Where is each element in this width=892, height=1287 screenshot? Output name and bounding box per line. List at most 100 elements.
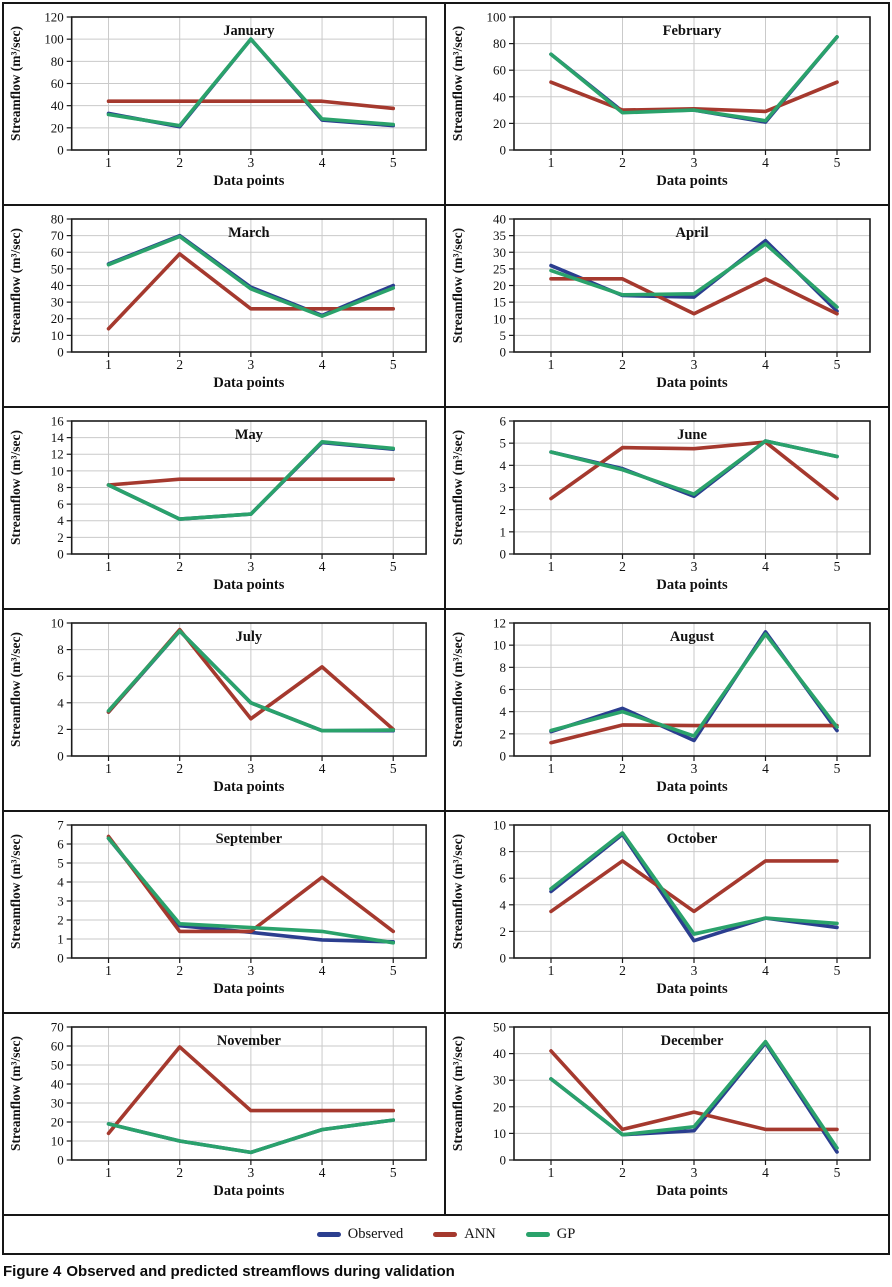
y-tick-label: 100 bbox=[487, 10, 507, 25]
y-tick-label: 8 bbox=[57, 480, 63, 495]
chart-title: September bbox=[216, 831, 283, 847]
x-tick-label: 3 bbox=[248, 963, 255, 978]
y-tick-label: 1 bbox=[57, 931, 63, 946]
y-tick-label: 40 bbox=[51, 1076, 64, 1091]
series-gp bbox=[106, 1118, 396, 1155]
y-tick-label: 0 bbox=[57, 142, 63, 157]
x-tick-label: 2 bbox=[619, 761, 626, 776]
y-tick-label: 2 bbox=[500, 502, 507, 517]
x-tick-label: 1 bbox=[548, 761, 555, 776]
x-tick-label: 2 bbox=[176, 155, 183, 170]
y-tick-label: 80 bbox=[51, 211, 64, 226]
y-tick-label: 30 bbox=[493, 1073, 506, 1088]
chart-september: 0 1 2 3 4 5 6 7 1 2 3 4 5 September Data points Streamf… bbox=[8, 817, 427, 997]
x-tick-label: 1 bbox=[548, 559, 555, 574]
chart-title: May bbox=[235, 427, 264, 443]
chart-cell-december: 0 10 20 30 40 50 1 2 3 4 5 December Data points Strea… bbox=[446, 1014, 888, 1216]
y-tick-label: 0 bbox=[57, 950, 63, 965]
y-axis-label: Streamflow (m³/sec) bbox=[450, 834, 465, 949]
y-tick-label: 0 bbox=[500, 749, 507, 764]
y-tick-label: 5 bbox=[500, 436, 507, 451]
plot-frame bbox=[70, 824, 427, 959]
chart-december: 0 10 20 30 40 50 1 2 3 4 5 December Data points Strea… bbox=[450, 1020, 871, 1199]
x-tick-label: 5 bbox=[834, 1165, 841, 1180]
x-tick-label: 2 bbox=[619, 559, 626, 574]
y-tick-label: 10 bbox=[51, 328, 64, 343]
legend-item-observed: Observed bbox=[316, 1226, 403, 1243]
x-tick-label: 4 bbox=[319, 963, 326, 978]
x-tick-label: 5 bbox=[390, 761, 397, 776]
series-gp bbox=[106, 439, 396, 521]
x-tick-label: 5 bbox=[390, 357, 397, 372]
x-tick-label: 1 bbox=[548, 963, 555, 978]
x-axis-label: Data points bbox=[213, 779, 284, 795]
y-tick-label: 30 bbox=[51, 1095, 64, 1110]
y-tick-label: 3 bbox=[500, 480, 507, 495]
x-tick-label: 4 bbox=[319, 357, 326, 372]
chart-june: 0 1 2 3 4 5 6 1 2 3 4 5 June Data points Streamflow (m… bbox=[450, 414, 871, 593]
observed-line-marker-icon bbox=[316, 1232, 341, 1237]
x-tick-label: 3 bbox=[248, 1165, 255, 1180]
figure-panel: 0 20 40 60 80 100 120 1 2 3 4 5 January Data points St… bbox=[2, 2, 890, 1255]
y-tick-label: 6 bbox=[500, 414, 507, 429]
plot-frame bbox=[513, 1026, 871, 1161]
x-axis-label: Data points bbox=[213, 981, 284, 997]
series-ann bbox=[106, 1045, 396, 1136]
chart-title: August bbox=[670, 629, 714, 645]
y-axis-label: Streamflow (m³/sec) bbox=[8, 228, 23, 343]
series-gp bbox=[549, 242, 839, 309]
x-axis-label: Data points bbox=[213, 577, 284, 593]
chart-title: June bbox=[677, 427, 707, 443]
y-axis-label: Streamflow (m³/sec) bbox=[8, 430, 23, 545]
y-tick-label: 6 bbox=[500, 682, 507, 697]
x-tick-label: 5 bbox=[834, 963, 841, 978]
y-tick-label: 6 bbox=[500, 871, 507, 886]
y-tick-label: 4 bbox=[57, 874, 64, 889]
y-tick-label: 0 bbox=[500, 1153, 507, 1168]
y-tick-label: 0 bbox=[500, 143, 507, 158]
x-tick-label: 5 bbox=[390, 559, 397, 574]
y-tick-label: 10 bbox=[51, 463, 64, 478]
plot-frame bbox=[70, 1026, 427, 1161]
x-axis-label: Data points bbox=[656, 1183, 728, 1199]
y-tick-label: 0 bbox=[57, 546, 63, 561]
y-axis-label: Streamflow (m³/sec) bbox=[450, 430, 465, 545]
x-tick-label: 4 bbox=[762, 559, 769, 574]
series-gp bbox=[106, 629, 396, 733]
y-tick-label: 4 bbox=[500, 704, 507, 719]
y-tick-label: 60 bbox=[51, 1038, 64, 1053]
y-tick-label: 40 bbox=[51, 278, 64, 293]
x-tick-label: 5 bbox=[834, 155, 841, 170]
legend-item-gp: GP bbox=[525, 1226, 575, 1243]
x-tick-label: 1 bbox=[105, 155, 112, 170]
y-tick-label: 6 bbox=[57, 669, 64, 684]
series-ann bbox=[106, 252, 396, 331]
chart-cell-january: 0 20 40 60 80 100 120 1 2 3 4 5 January Data points St… bbox=[4, 4, 446, 206]
y-tick-label: 20 bbox=[493, 116, 506, 131]
chart-cell-october: 0 2 4 6 8 10 1 2 3 4 5 October Data points Streamflow… bbox=[446, 812, 888, 1014]
chart-november: 0 10 20 30 40 50 60 70 1 2 3 4 5 November Data points S… bbox=[8, 1019, 427, 1199]
y-axis-label: Streamflow (m³/sec) bbox=[450, 26, 465, 141]
y-tick-label: 50 bbox=[51, 1057, 64, 1072]
x-tick-label: 3 bbox=[691, 1165, 698, 1180]
y-tick-label: 40 bbox=[493, 212, 506, 227]
y-tick-label: 25 bbox=[493, 261, 506, 276]
x-tick-label: 4 bbox=[762, 963, 769, 978]
series-gp bbox=[549, 439, 839, 496]
x-tick-label: 4 bbox=[319, 761, 326, 776]
x-axis-label: Data points bbox=[213, 375, 284, 391]
y-tick-label: 50 bbox=[51, 261, 64, 276]
chart-cell-july: 0 2 4 6 8 10 1 2 3 4 5 July Data points Streamflow (m… bbox=[4, 610, 446, 812]
x-axis-label: Data points bbox=[213, 173, 284, 189]
y-tick-label: 4 bbox=[57, 513, 64, 528]
y-tick-label: 60 bbox=[493, 63, 506, 78]
x-tick-label: 4 bbox=[319, 155, 326, 170]
x-tick-label: 2 bbox=[176, 963, 183, 978]
chart-cell-june: 0 1 2 3 4 5 6 1 2 3 4 5 June Data points Streamflow (m… bbox=[446, 408, 888, 610]
y-tick-label: 4 bbox=[500, 897, 507, 912]
gp-line-marker-icon bbox=[525, 1232, 550, 1237]
y-tick-label: 20 bbox=[493, 278, 506, 293]
chart-january: 0 20 40 60 80 100 120 1 2 3 4 5 January Data points St… bbox=[8, 9, 427, 189]
x-tick-label: 1 bbox=[548, 357, 555, 372]
